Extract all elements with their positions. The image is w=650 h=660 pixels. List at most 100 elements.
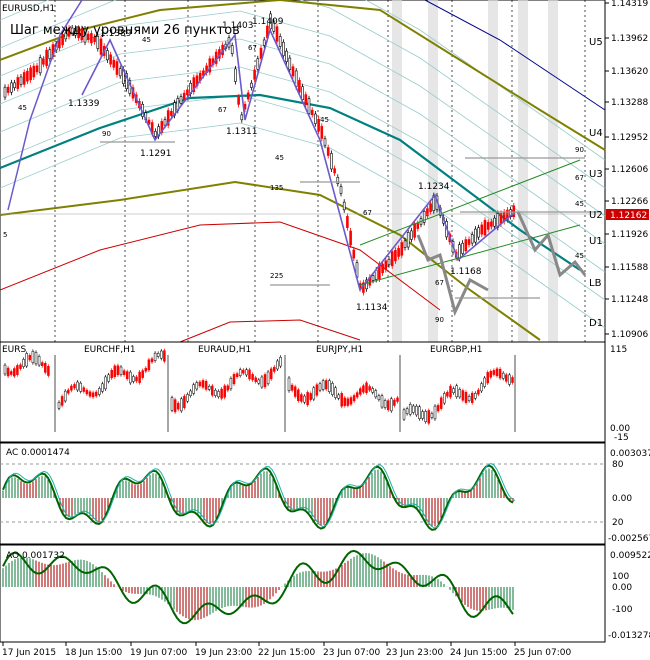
fib-level-label: 45 [320,116,329,124]
pair-label-eurchf: EURCHF,H1 [84,345,136,355]
indicator-overlays [0,0,605,317]
fib-level-label: 5 [3,231,7,239]
ao-axis-zero: 0.00 [612,583,632,593]
multi-pair-candles [3,348,516,432]
price-tick-label: 1.13962 [611,34,648,44]
pair-candle-body [412,405,415,413]
level-label-u2: U2 [589,210,603,221]
pair-candle-body [116,365,120,376]
pair-candle-body [418,406,421,420]
candle-body [250,82,253,88]
candle-body [339,186,343,194]
time-tick-label: 19 Jun 07:00 [130,648,187,658]
candle-body [346,216,349,228]
candle-body [64,32,68,40]
candle-body [77,27,80,39]
envelope-band [0,122,606,329]
pair-candle-body [180,398,183,412]
ao-signal-line [2,549,514,625]
candle-body [38,57,42,74]
candle-body [326,147,330,156]
fib-level-label: 67 [218,106,227,114]
ao-label: AO 0.001732 [6,551,65,561]
pair-candle-body [73,384,76,389]
price-tick-label: 1.12266 [611,197,648,207]
pair-candle-body [421,411,424,419]
ao-axis-100: 100 [612,572,629,582]
ac-fast-line [4,462,516,529]
pair-candle-body [60,396,64,406]
envelope-band [0,0,606,161]
pair-candle-body [273,366,276,372]
ac-axis-bottom: -0.002567 [608,534,650,544]
time-tick-label: 19 Jun 23:00 [195,648,252,658]
candle-body [13,82,16,89]
pair-candle-body [303,395,306,403]
pair-candle-body [207,386,211,390]
candle-body [483,220,487,236]
pair-candle-body [94,391,98,397]
price-axis: 1.14319 1.13962 1.13620 1.13288 1.12952 1.126… [605,0,648,340]
pair-candle-body [276,360,279,370]
candle-body [154,131,157,137]
pair-candle-body [82,387,86,392]
candle-body [467,239,471,245]
candle-body [410,230,413,240]
pair-candle-body [238,369,242,376]
pair-candle-body [446,391,449,397]
pivot-price-label: 1.1389 [100,29,132,39]
ac-label: AC 0.0001474 [6,448,70,458]
candle-body [96,36,100,49]
main-plot-frame [0,0,606,343]
candle-body [310,109,314,116]
pair-candle-body [198,381,202,387]
pair-candle-body [217,391,220,398]
pair-candle-body [57,402,61,409]
candle-body [282,41,285,56]
pair-candle-body [396,397,399,402]
envelope-band [0,0,606,189]
pair-candle-body [16,365,19,375]
red-envelope-line [179,319,361,343]
pair-candle-body [390,398,393,412]
pair-candle-body [334,387,337,398]
fib-level-label: 45 [575,252,584,260]
session-shade [518,0,528,342]
candle-body [253,69,256,80]
pair-candle-body [477,389,480,395]
pair-candle-body [107,374,110,382]
candle-body [390,251,394,267]
pair-candle-body [31,351,35,363]
pair-candle-body [349,397,353,405]
price-tick-label: 1.10906 [611,330,648,340]
candle-body [298,80,301,93]
pair-candle-body [70,385,73,391]
pair-candle-body [67,389,70,394]
pair-candle-body [141,370,144,378]
pair-candle-body [192,384,195,394]
ao-axis-minus100: -100 [612,605,633,615]
pair-candle-body [229,378,233,390]
candle-body [106,50,109,61]
candle-body [506,209,509,221]
level-label-u4: U4 [589,128,603,139]
pair-candle-body [405,408,409,414]
fib-level-label: 67 [248,44,257,52]
pair-candle-body [266,371,270,385]
pair-candle-body [297,389,300,402]
current-price-marker [606,209,649,220]
candle-body [99,38,103,55]
sub1-axis-top: 115 [610,345,627,355]
candle-body [314,113,317,124]
candle-body [74,28,77,36]
pair-candle-body [220,388,223,399]
pair-candle-body [427,410,431,424]
pair-candle-body [122,370,126,375]
pair-candle-body [119,366,123,375]
candle-body [470,234,474,244]
pivot-price-label: 1.1234 [418,182,450,192]
candle-body [22,72,26,85]
pair-candle-body [374,390,378,398]
